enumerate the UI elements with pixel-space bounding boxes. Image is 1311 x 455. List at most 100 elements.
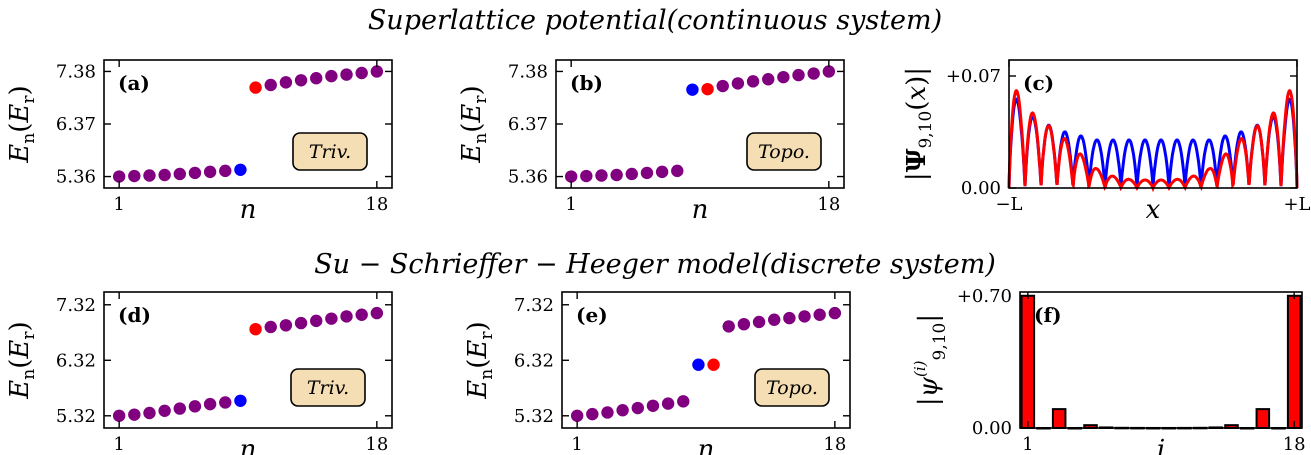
y-axis-label-part: ( bbox=[5, 359, 35, 369]
data-point bbox=[325, 69, 338, 83]
phase-badge-label: Topo. bbox=[766, 377, 818, 399]
data-point bbox=[595, 169, 608, 182]
data-point bbox=[610, 168, 623, 182]
bar bbox=[1020, 294, 1036, 429]
data-point bbox=[768, 313, 781, 326]
y-axis-label-part: (i) bbox=[911, 360, 929, 377]
x-tick-label: 18 bbox=[365, 194, 388, 215]
data-point bbox=[370, 306, 384, 320]
data-point bbox=[601, 406, 614, 419]
data-point bbox=[188, 166, 202, 180]
data-point bbox=[158, 168, 171, 182]
data-point bbox=[279, 319, 293, 332]
data-point bbox=[822, 65, 836, 78]
data-point bbox=[798, 310, 811, 323]
y-axis-label-part: ( bbox=[902, 101, 932, 111]
x-axis-label: n bbox=[698, 435, 715, 455]
y-axis-label-part: ) bbox=[5, 85, 35, 95]
data-point bbox=[661, 397, 675, 410]
data-point bbox=[722, 320, 735, 333]
data-point bbox=[128, 408, 141, 421]
y-axis-label-part: E bbox=[5, 380, 35, 400]
y-axis-label: En(Er) bbox=[463, 321, 497, 399]
phase-badge bbox=[746, 132, 822, 171]
data-point bbox=[631, 401, 644, 415]
y-tick-label: +0.07 bbox=[946, 66, 1001, 87]
panel-label: (e) bbox=[576, 303, 608, 327]
y-tick-label: +0.70 bbox=[957, 286, 1012, 307]
x-tick-label: 18 bbox=[817, 194, 840, 215]
data-point bbox=[279, 76, 293, 89]
y-axis-label-part: n bbox=[477, 369, 497, 380]
data-point bbox=[112, 170, 126, 183]
panel-label: (f) bbox=[1034, 303, 1062, 327]
data-point bbox=[310, 72, 323, 85]
y-axis-label-part: ( bbox=[463, 359, 493, 369]
panel-label: (a) bbox=[118, 71, 150, 95]
data-point bbox=[370, 65, 384, 78]
y-axis-label-part: r bbox=[471, 95, 491, 104]
y-tick-label: 7.38 bbox=[56, 61, 96, 82]
y-tick-label: 5.32 bbox=[514, 406, 554, 427]
y-tick-label: 5.36 bbox=[56, 167, 96, 188]
y-axis-label-part: n bbox=[471, 133, 491, 144]
data-point bbox=[294, 74, 308, 87]
data-point bbox=[173, 167, 186, 181]
x-tick-label: 1 bbox=[113, 194, 124, 215]
data-point bbox=[640, 166, 654, 180]
data-point bbox=[586, 407, 599, 421]
data-point bbox=[580, 169, 593, 183]
x-tick-label: −L bbox=[995, 194, 1022, 215]
y-axis-label-part: ( bbox=[457, 123, 487, 133]
phase-badge-label: Topo. bbox=[758, 141, 810, 163]
y-axis-label-part: ) bbox=[457, 85, 487, 95]
x-tick-label: 18 bbox=[365, 434, 388, 455]
bottom-title: Su − Schrieffer − Heeger model(discrete … bbox=[314, 249, 996, 280]
y-axis-label-part: ψ bbox=[914, 376, 944, 397]
y-axis-label-part: )| bbox=[902, 67, 932, 86]
x-axis-label: x bbox=[1146, 195, 1161, 225]
y-tick-label: 0.00 bbox=[972, 418, 1012, 439]
data-point bbox=[783, 311, 796, 325]
data-point bbox=[203, 165, 217, 179]
data-point bbox=[234, 394, 247, 407]
data-point bbox=[686, 83, 699, 96]
y-tick-label: 0.00 bbox=[961, 178, 1001, 199]
data-point bbox=[677, 395, 690, 408]
y-axis-label-part: | bbox=[914, 314, 944, 323]
data-point bbox=[646, 399, 660, 412]
data-point bbox=[340, 310, 353, 323]
data-point bbox=[762, 73, 775, 86]
data-point bbox=[264, 320, 277, 334]
x-tick-label: 18 bbox=[1283, 434, 1306, 455]
y-axis-label: En(Er) bbox=[5, 321, 39, 399]
data-point bbox=[173, 402, 186, 415]
y-axis-label-part: n bbox=[19, 133, 39, 144]
y-axis-label: En(Er) bbox=[457, 85, 491, 163]
data-point bbox=[828, 306, 842, 320]
data-point bbox=[249, 322, 262, 336]
data-point bbox=[813, 308, 826, 321]
y-axis-label-part: Ψ bbox=[902, 148, 932, 172]
x-tick-label: 1 bbox=[1022, 434, 1033, 455]
panel-label: (c) bbox=[1023, 71, 1054, 95]
y-tick-label: 6.37 bbox=[508, 114, 548, 135]
data-point bbox=[128, 169, 141, 183]
data-point bbox=[355, 308, 368, 321]
data-point bbox=[570, 409, 584, 422]
data-point bbox=[264, 78, 277, 92]
y-axis-label: |ψ(i)9,10| bbox=[911, 314, 950, 406]
y-axis-label-part: r bbox=[19, 95, 39, 104]
y-tick-label: 7.38 bbox=[508, 61, 548, 82]
data-point bbox=[625, 167, 638, 181]
data-point bbox=[112, 409, 126, 422]
data-point bbox=[616, 404, 629, 417]
data-point bbox=[143, 169, 156, 182]
data-point bbox=[655, 165, 669, 179]
y-tick-label: 6.32 bbox=[514, 350, 554, 371]
phase-badge bbox=[292, 132, 368, 171]
phase-badge bbox=[754, 368, 830, 407]
data-point bbox=[737, 317, 751, 331]
data-point bbox=[158, 404, 171, 417]
